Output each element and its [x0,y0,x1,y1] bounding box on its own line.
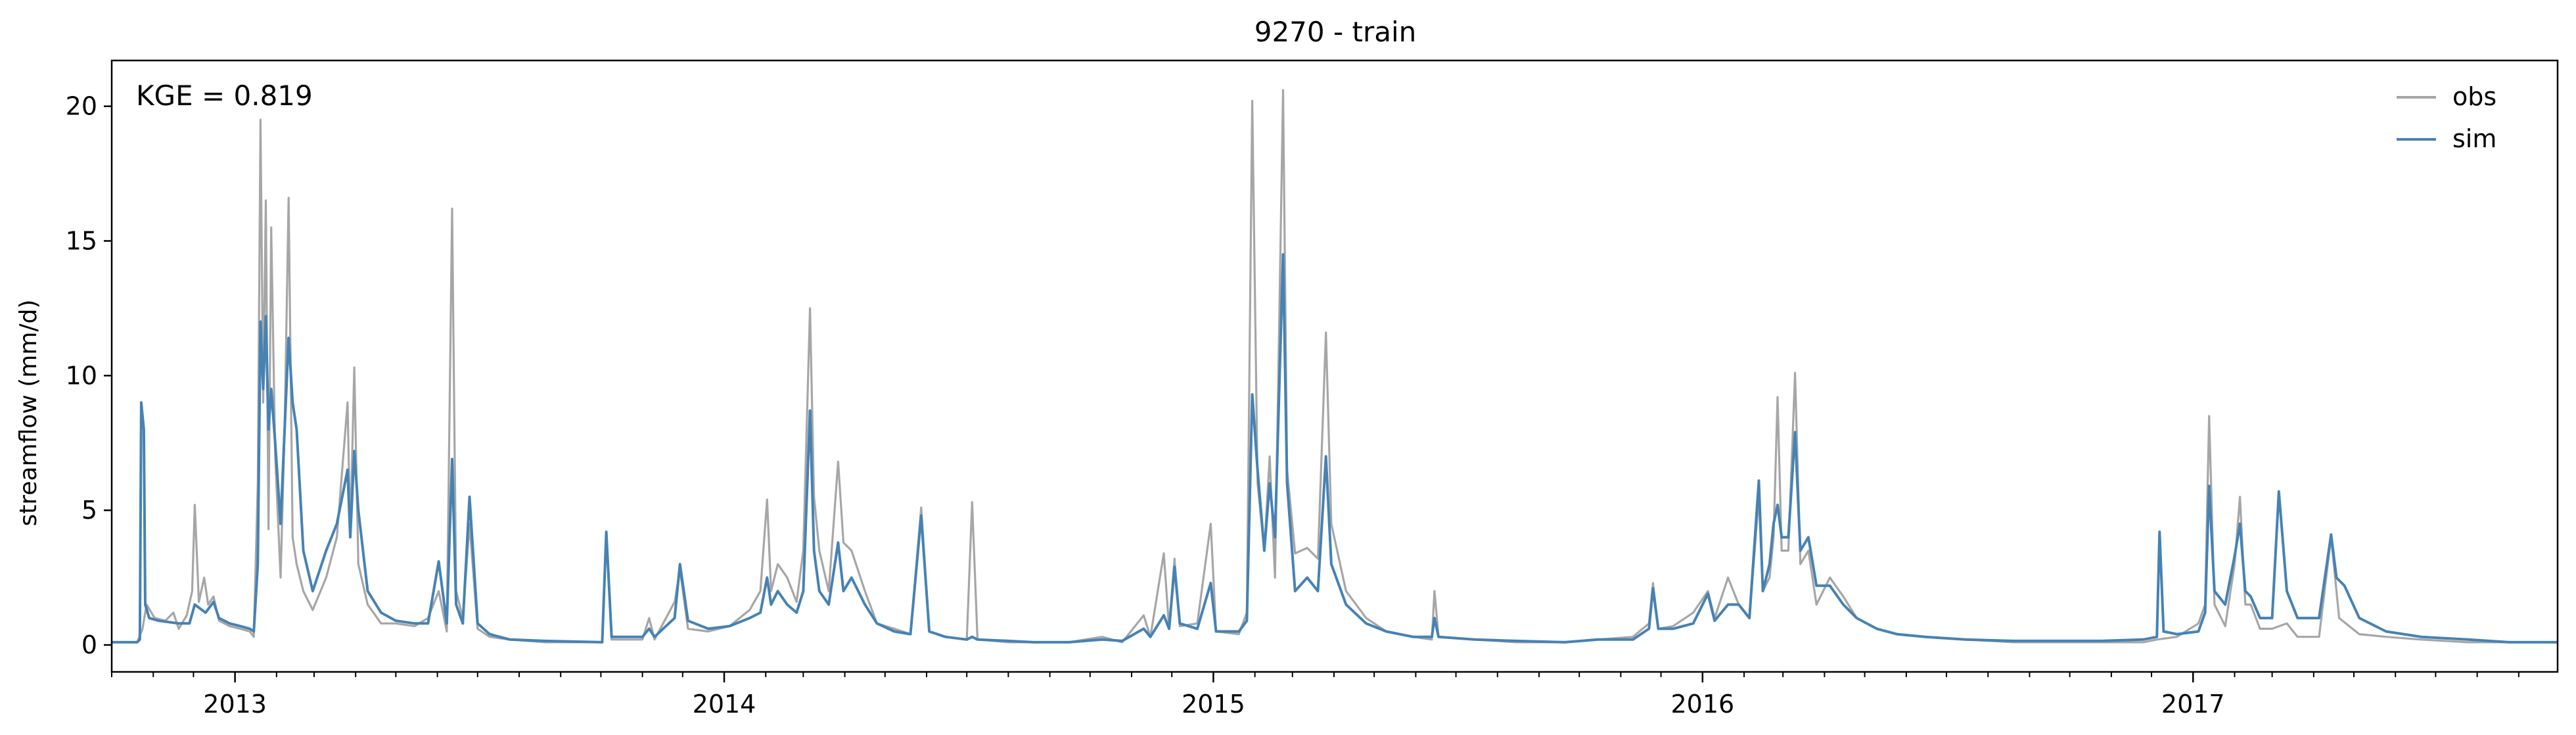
x-tick-label: 2015 [1182,690,1245,719]
x-tick-label: 2016 [1670,690,1734,719]
y-tick-label: 15 [66,226,97,255]
y-tick-label: 5 [81,496,97,525]
y-axis: 0 5 10 15 20 [66,92,112,659]
y-tick-label: 0 [81,630,97,659]
y-tick-label: 10 [66,361,97,390]
x-tick-label: 2014 [693,690,756,719]
y-tick-label: 20 [66,92,97,121]
x-tick-label: 2013 [203,690,267,719]
series-line-sim [112,253,2558,644]
axes-frame [110,59,2559,673]
kge-annotation: KGE = 0.819 [136,80,313,112]
y-axis-label: streamflow (mm/d) [15,300,42,527]
legend: obs sim [2397,82,2496,153]
chart-title: 9270 - train [1254,16,1417,48]
plot-area [110,59,2559,673]
x-tick-label: 2017 [2161,690,2225,719]
legend-sim-label: sim [2452,124,2496,153]
series-layer [112,89,2558,644]
legend-obs-label: obs [2452,82,2496,111]
series-line-obs [112,89,2558,644]
x-axis: 2013 2014 2015 2016 2017 [111,672,2519,719]
